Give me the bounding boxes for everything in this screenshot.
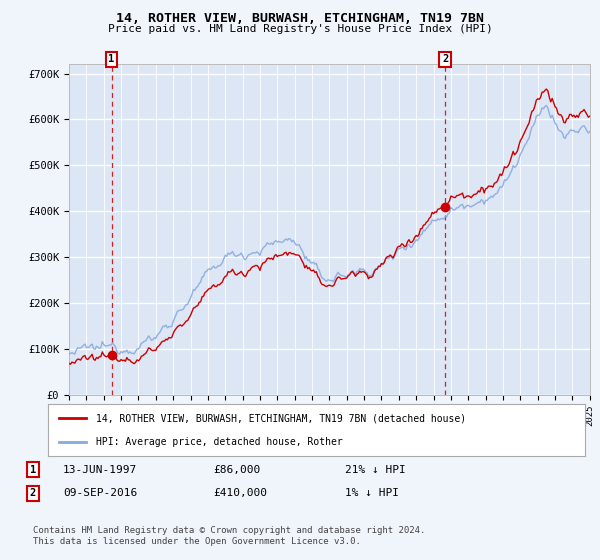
Text: 1% ↓ HPI: 1% ↓ HPI [345,488,399,498]
Text: HPI: Average price, detached house, Rother: HPI: Average price, detached house, Roth… [97,437,343,447]
Text: 1: 1 [30,465,36,475]
Text: 1: 1 [109,54,115,64]
Text: 21% ↓ HPI: 21% ↓ HPI [345,465,406,475]
Text: 14, ROTHER VIEW, BURWASH, ETCHINGHAM, TN19 7BN: 14, ROTHER VIEW, BURWASH, ETCHINGHAM, TN… [116,12,484,25]
Text: Contains HM Land Registry data © Crown copyright and database right 2024.
This d: Contains HM Land Registry data © Crown c… [33,526,425,546]
Text: 14, ROTHER VIEW, BURWASH, ETCHINGHAM, TN19 7BN (detached house): 14, ROTHER VIEW, BURWASH, ETCHINGHAM, TN… [97,413,466,423]
Text: Price paid vs. HM Land Registry's House Price Index (HPI): Price paid vs. HM Land Registry's House … [107,24,493,34]
Text: 13-JUN-1997: 13-JUN-1997 [63,465,137,475]
Text: 09-SEP-2016: 09-SEP-2016 [63,488,137,498]
Text: 2: 2 [30,488,36,498]
Text: 2: 2 [442,54,448,64]
Text: £410,000: £410,000 [213,488,267,498]
Text: £86,000: £86,000 [213,465,260,475]
